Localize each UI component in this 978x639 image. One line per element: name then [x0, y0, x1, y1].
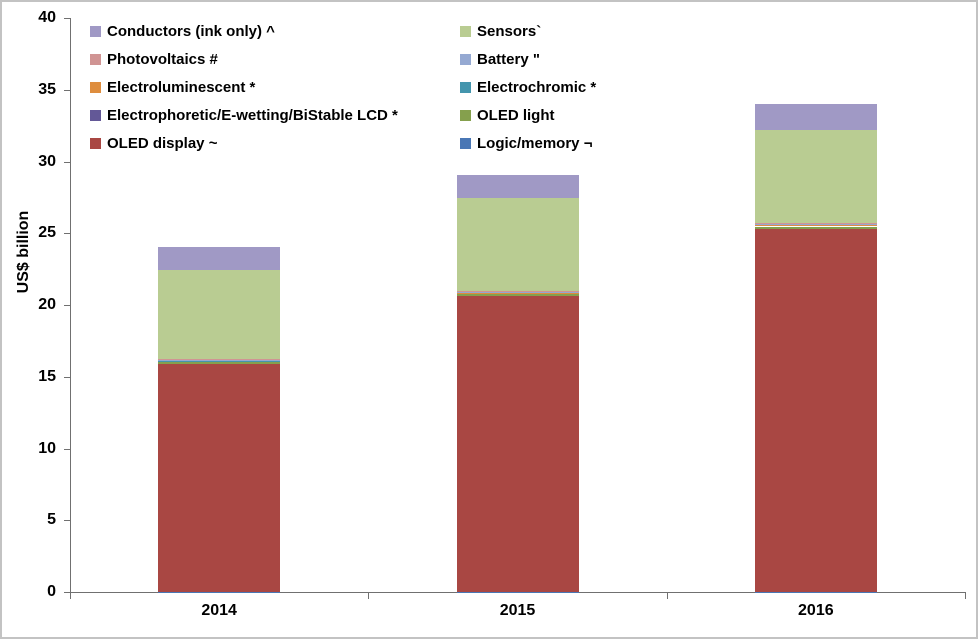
y-tick-label: 5 — [47, 511, 56, 529]
legend-swatch-icon — [90, 82, 101, 93]
bar-segment — [158, 359, 281, 360]
legend-label: Sensors` — [477, 23, 542, 40]
x-tick — [667, 592, 668, 599]
legend-swatch-icon — [90, 138, 101, 149]
legend-swatch-icon — [90, 26, 101, 37]
bar-segment — [456, 175, 579, 199]
x-axis-line — [70, 592, 966, 593]
x-category-label: 2014 — [201, 602, 237, 619]
y-tick — [64, 449, 70, 450]
y-tick-label: 0 — [47, 583, 56, 600]
legend-swatch-icon — [90, 54, 101, 65]
x-category-label: 2015 — [499, 602, 536, 619]
legend-swatch-icon — [90, 110, 101, 121]
y-tick — [64, 520, 70, 521]
x-tick — [368, 592, 369, 599]
legend-label: OLED display ~ — [107, 135, 218, 152]
legend-swatch-icon — [460, 54, 471, 65]
bar-segment — [754, 223, 877, 225]
y-tick — [64, 90, 70, 91]
legend-label: Photovoltaics # — [107, 51, 218, 68]
legend-swatch-icon — [460, 82, 471, 93]
legend-label: Electrophoretic/E-wetting/BiStable LCD * — [107, 107, 398, 124]
x-tick — [965, 592, 966, 599]
bar-segment — [754, 228, 877, 592]
bar-segment — [158, 363, 281, 592]
y-tick-label: 30 — [38, 152, 56, 170]
bar-segment — [754, 104, 877, 131]
x-category-label: 2016 — [798, 602, 834, 619]
legend-label: Conductors (ink only) ^ — [107, 23, 275, 40]
y-tick — [64, 592, 70, 593]
y-tick-label: 10 — [38, 439, 56, 457]
y-tick-label: 35 — [38, 80, 56, 98]
legend-label: OLED light — [477, 107, 555, 124]
y-tick — [64, 305, 70, 306]
bar-segment — [158, 247, 281, 271]
y-tick — [64, 18, 70, 19]
bar-segment — [456, 292, 579, 295]
bar-segment — [456, 291, 579, 293]
legend-swatch-icon — [460, 138, 471, 149]
bar-segment — [754, 225, 877, 227]
y-tick-label: 20 — [38, 296, 56, 313]
legend-label: Logic/memory ¬ — [477, 135, 593, 152]
bar-segment — [158, 362, 281, 364]
bar-segment — [754, 130, 877, 224]
bar-segment — [456, 294, 579, 297]
y-tick-label: 25 — [38, 224, 56, 242]
y-tick — [64, 233, 70, 234]
bar-segment — [456, 198, 579, 292]
legend-swatch-icon — [460, 26, 471, 37]
legend-label: Electrochromic * — [477, 79, 597, 96]
legend-label: Battery " — [477, 51, 540, 68]
bar-segment — [754, 226, 877, 229]
y-tick-label: 15 — [38, 367, 56, 385]
y-axis-line — [70, 18, 71, 592]
bar-segment — [456, 296, 579, 592]
y-tick — [64, 162, 70, 163]
y-tick — [64, 377, 70, 378]
bar-segment — [158, 270, 281, 360]
legend-label: Electroluminescent * — [107, 79, 256, 96]
y-tick-label: 40 — [38, 9, 56, 26]
legend-swatch-icon — [460, 110, 471, 121]
bar-segment — [158, 360, 281, 363]
x-tick — [70, 592, 71, 599]
